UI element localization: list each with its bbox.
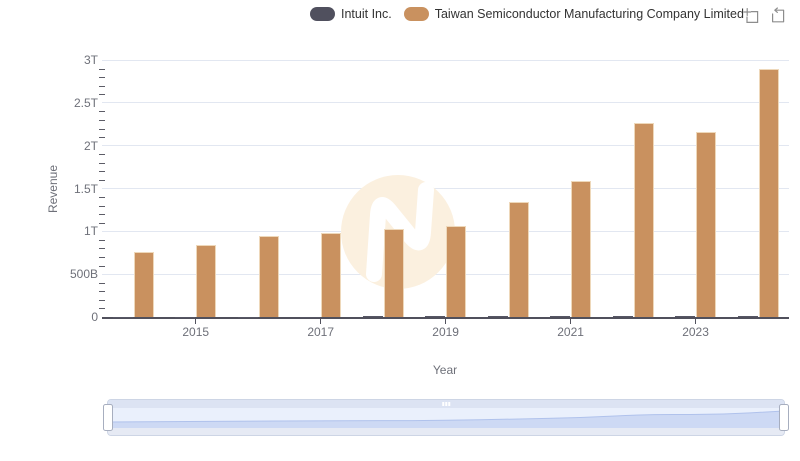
y-axis-minor-tick	[99, 137, 105, 139]
y-axis-minor-tick	[99, 299, 105, 301]
bar-tsmc-2015[interactable]	[196, 244, 217, 317]
bar-tsmc-2021[interactable]	[571, 180, 592, 317]
y-axis-minor-tick	[99, 265, 105, 267]
bar-tsmc-2017[interactable]	[321, 233, 342, 317]
y-axis-tick-label: 3T	[83, 53, 98, 67]
x-axis-tick-2023	[695, 318, 697, 324]
y-axis-minor-tick	[99, 257, 105, 259]
y-axis-minor-tick	[99, 162, 105, 164]
slider-grip-icon	[442, 402, 450, 406]
y-axis-minor-tick	[99, 77, 105, 79]
y-gridline-500B	[102, 273, 790, 275]
y-axis-minor-tick	[99, 214, 105, 216]
bar-intuit-2023[interactable]	[675, 315, 696, 317]
y-axis-minor-tick	[99, 308, 105, 310]
x-axis-tick-label-2021: 2021	[557, 325, 584, 339]
slider-data-shadow	[108, 410, 784, 428]
y-axis-tick-label: 1.5T	[73, 181, 98, 196]
x-axis-tick-label-2015: 2015	[182, 325, 210, 339]
bar-intuit-2018[interactable]	[362, 316, 383, 317]
bar-tsmc-2016[interactable]	[258, 235, 279, 317]
bar-intuit-2022[interactable]	[612, 315, 633, 317]
bar-tsmc-2019[interactable]	[446, 225, 467, 317]
x-axis-tick-2015	[195, 318, 197, 324]
y-gridline-2T	[102, 145, 790, 147]
bar-intuit-2020[interactable]	[487, 316, 508, 317]
y-axis-minor-tick	[99, 205, 105, 207]
y-gridline-3T	[102, 59, 790, 61]
legend: Intuit Inc. Taiwan Semiconductor Manufac…	[310, 7, 744, 21]
bar-tsmc-2014[interactable]	[133, 251, 154, 317]
y-axis-minor-tick	[99, 119, 105, 121]
bar-tsmc-2022[interactable]	[633, 123, 654, 317]
legend-item-intuit[interactable]: Intuit Inc.	[310, 7, 392, 21]
x-axis-title: Year	[432, 363, 458, 377]
x-axis-tick-2017	[320, 318, 322, 324]
y-axis-tick-label: 1T	[83, 224, 98, 239]
intuit-series-swatch	[310, 7, 335, 21]
y-axis-tick-label: 2T	[83, 138, 98, 153]
y-axis-minor-tick	[99, 197, 105, 199]
slider-move-handle[interactable]	[108, 400, 784, 408]
bar-tsmc-2023[interactable]	[696, 131, 717, 317]
y-axis-minor-tick	[99, 85, 105, 87]
x-axis-tick-label-2019: 2019	[432, 325, 459, 339]
restore-icon[interactable]	[769, 7, 787, 25]
y-axis-minor-tick	[99, 282, 105, 284]
y-axis-tick-label: 0	[91, 310, 98, 324]
x-axis-tick-2019	[445, 318, 447, 324]
bar-tsmc-2018[interactable]	[383, 228, 404, 317]
legend-item-tsmc[interactable]: Taiwan Semiconductor Manufacturing Compa…	[403, 7, 744, 21]
y-axis-minor-tick	[99, 179, 105, 181]
slider-left-handle[interactable]	[103, 404, 113, 431]
y-axis-minor-tick	[99, 68, 105, 70]
bar-intuit-2024[interactable]	[737, 315, 758, 317]
bar-tsmc-2020[interactable]	[508, 202, 529, 317]
zoom-select-icon[interactable]	[742, 7, 760, 25]
y-axis-minor-tick	[99, 291, 105, 293]
x-axis-tick-label-2023: 2023	[682, 325, 709, 339]
legend-label-tsmc: Taiwan Semiconductor Manufacturing Compa…	[434, 7, 744, 21]
y-gridline-2.5T	[102, 102, 790, 104]
y-axis-minor-tick	[99, 128, 105, 130]
y-axis-minor-tick	[99, 248, 105, 250]
chart-toolbox	[742, 7, 787, 25]
x-axis-tick-label-2017: 2017	[307, 325, 335, 339]
bar-intuit-2021[interactable]	[550, 316, 571, 317]
y-axis-minor-tick	[99, 171, 105, 173]
y-axis-tick-label: 2.5T	[73, 95, 98, 110]
legend-label-intuit: Intuit Inc.	[341, 7, 392, 21]
y-axis-minor-tick	[99, 111, 105, 113]
tsmc-series-swatch	[403, 7, 429, 21]
slider-right-handle[interactable]	[779, 404, 789, 431]
x-axis-line	[102, 317, 790, 319]
slider-bottom-strip	[108, 428, 784, 435]
bar-tsmc-2024[interactable]	[758, 69, 779, 317]
bar-intuit-2019[interactable]	[425, 316, 446, 317]
y-axis-minor-tick	[99, 222, 105, 224]
y-axis-minor-tick	[99, 239, 105, 241]
y-axis-minor-tick	[99, 94, 105, 96]
y-gridline-1.5T	[102, 188, 790, 189]
y-axis-minor-tick	[99, 154, 105, 156]
x-axis-tick-2021	[570, 318, 572, 324]
datazoom-slider[interactable]	[103, 399, 789, 436]
y-axis-tick-label: 500B	[69, 267, 98, 282]
